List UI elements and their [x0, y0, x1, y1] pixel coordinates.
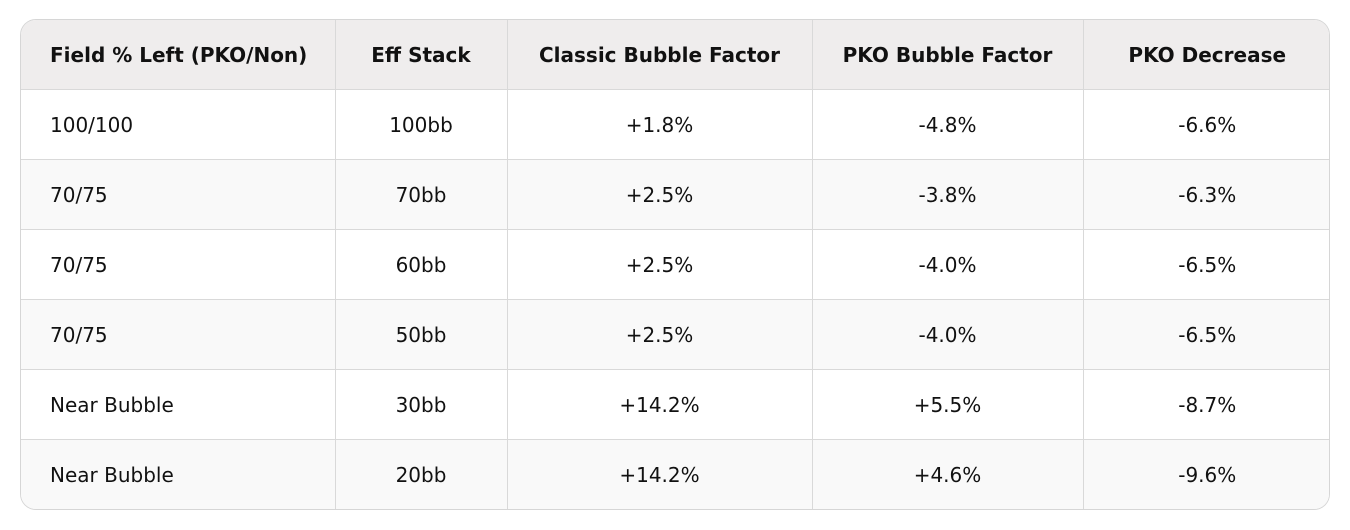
table-cell: -4.8% — [812, 89, 1084, 160]
table-cell: 100bb — [335, 89, 508, 160]
table-cell: -6.6% — [1083, 89, 1329, 160]
table-cell: 50bb — [335, 299, 508, 370]
table-row: 70/75 70bb +2.5% -3.8% -6.3% — [21, 159, 1329, 230]
header-cell: Classic Bubble Factor — [507, 20, 813, 90]
header-cell: PKO Bubble Factor — [812, 20, 1084, 90]
table-cell: -8.7% — [1083, 369, 1329, 440]
table-cell: -6.5% — [1083, 229, 1329, 300]
table-row: Near Bubble 30bb +14.2% +5.5% -8.7% — [21, 369, 1329, 440]
header-cell: Field % Left (PKO/Non) — [21, 20, 336, 90]
table-cell: +2.5% — [507, 299, 813, 370]
table-row: 100/100 100bb +1.8% -4.8% -6.6% — [21, 89, 1329, 160]
table-cell: +2.5% — [507, 229, 813, 300]
header-cell: PKO Decrease — [1083, 20, 1329, 90]
table-row: Near Bubble 20bb +14.2% +4.6% -9.6% — [21, 439, 1329, 509]
table-cell: 70/75 — [21, 229, 336, 300]
table-cell: -3.8% — [812, 159, 1084, 230]
table-cell: +1.8% — [507, 89, 813, 160]
table-cell: -4.0% — [812, 299, 1084, 370]
table-cell: 70/75 — [21, 159, 336, 230]
header-row: Field % Left (PKO/Non) Eff Stack Classic B… — [21, 20, 1329, 90]
table-frame: Field % Left (PKO/Non) Eff Stack Classic B… — [20, 19, 1330, 510]
table-cell: -6.5% — [1083, 299, 1329, 370]
table-cell: Near Bubble — [21, 369, 336, 440]
table-cell: -4.0% — [812, 229, 1084, 300]
table-cell: 100/100 — [21, 89, 336, 160]
table: Field % Left (PKO/Non) Eff Stack Classic B… — [21, 20, 1329, 509]
table-cell: +14.2% — [507, 439, 813, 509]
table-cell: -6.3% — [1083, 159, 1329, 230]
table-cell: 70bb — [335, 159, 508, 230]
table-header: Field % Left (PKO/Non) Eff Stack Classic B… — [21, 20, 1329, 90]
table-body: 100/100 100bb +1.8% -4.8% -6.6% 70/75 70bb +2.5… — [21, 89, 1329, 509]
table-cell: Near Bubble — [21, 439, 336, 509]
table-cell: -9.6% — [1083, 439, 1329, 509]
header-cell: Eff Stack — [335, 20, 508, 90]
table-cell: 30bb — [335, 369, 508, 440]
table-row: 70/75 60bb +2.5% -4.0% -6.5% — [21, 229, 1329, 300]
table-cell: +14.2% — [507, 369, 813, 440]
table-cell: 60bb — [335, 229, 508, 300]
table-cell: 70/75 — [21, 299, 336, 370]
table-cell: 20bb — [335, 439, 508, 509]
table-cell: +2.5% — [507, 159, 813, 230]
table-cell: +5.5% — [812, 369, 1084, 440]
table-cell: +4.6% — [812, 439, 1084, 509]
table-row: 70/75 50bb +2.5% -4.0% -6.5% — [21, 299, 1329, 370]
